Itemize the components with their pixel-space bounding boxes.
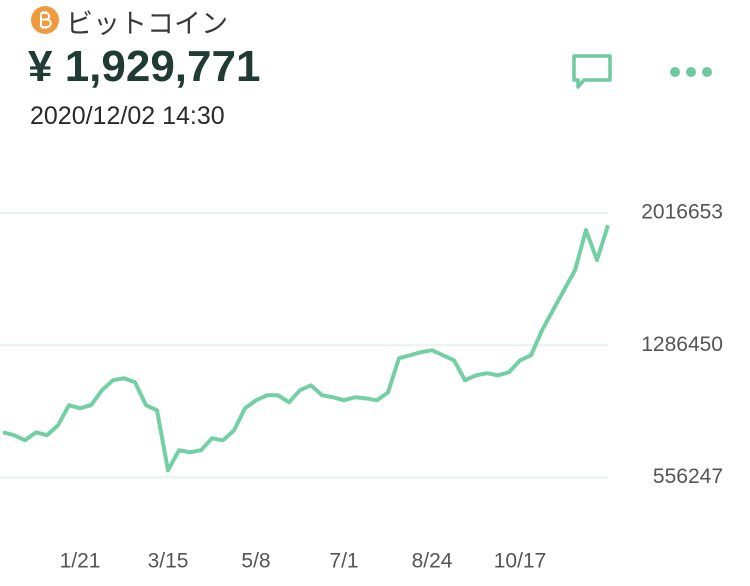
x-tick-label: 3/15 — [148, 550, 189, 573]
more-button[interactable] — [668, 62, 718, 82]
y-tick-label: 556247 — [653, 465, 723, 488]
coin-name: ビットコイン — [66, 9, 228, 40]
x-tick-label: 1/21 — [60, 550, 101, 573]
x-tick-label: 8/24 — [412, 550, 453, 573]
x-tick-label: 5/8 — [241, 550, 270, 573]
x-tick-label: 10/17 — [494, 550, 547, 573]
price-line — [2, 224, 610, 473]
coin-icon — [31, 6, 59, 34]
x-tick-label: 7/1 — [329, 550, 358, 573]
y-tick-label: 2016653 — [641, 201, 723, 224]
comment-button[interactable] — [570, 52, 614, 92]
datetime: 2020/12/02 14:30 — [30, 102, 225, 130]
price: ¥ 1,929,771 — [28, 42, 261, 91]
y-tick-label: 1286450 — [641, 333, 723, 356]
